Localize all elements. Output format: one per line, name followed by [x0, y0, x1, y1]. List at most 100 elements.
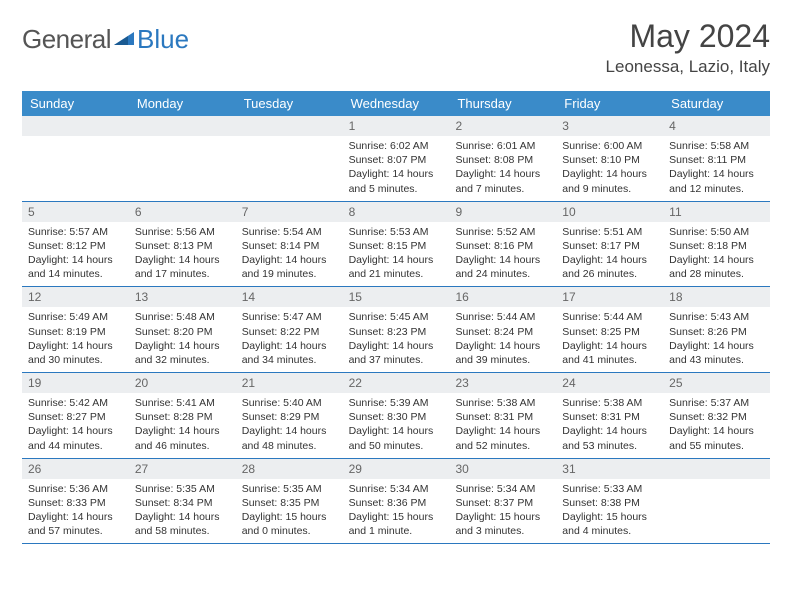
daylight-text: and 19 minutes.: [242, 267, 337, 281]
day-details: Sunrise: 5:54 AMSunset: 8:14 PMDaylight:…: [236, 222, 343, 287]
sunset-text: Sunset: 8:26 PM: [669, 325, 764, 339]
sunrise-text: Sunrise: 5:38 AM: [455, 396, 550, 410]
day-number: 3: [556, 116, 663, 136]
daylight-text: Daylight: 14 hours: [242, 339, 337, 353]
sunrise-text: Sunrise: 5:38 AM: [562, 396, 657, 410]
day-details: Sunrise: 5:38 AMSunset: 8:31 PMDaylight:…: [556, 393, 663, 458]
day-header: Sunday: [22, 91, 129, 116]
sunset-text: Sunset: 8:07 PM: [349, 153, 444, 167]
sunrise-text: Sunrise: 6:02 AM: [349, 139, 444, 153]
sunset-text: Sunset: 8:29 PM: [242, 410, 337, 424]
day-number: 2: [449, 116, 556, 136]
sunset-text: Sunset: 8:31 PM: [455, 410, 550, 424]
daylight-text: Daylight: 14 hours: [242, 253, 337, 267]
sunset-text: Sunset: 8:36 PM: [349, 496, 444, 510]
day-details: Sunrise: 5:35 AMSunset: 8:34 PMDaylight:…: [129, 479, 236, 544]
day-details: Sunrise: 5:45 AMSunset: 8:23 PMDaylight:…: [343, 307, 450, 372]
daylight-text: Daylight: 14 hours: [28, 339, 123, 353]
daylight-text: and 1 minute.: [349, 524, 444, 538]
daylight-text: and 50 minutes.: [349, 439, 444, 453]
day-details: Sunrise: 5:56 AMSunset: 8:13 PMDaylight:…: [129, 222, 236, 287]
daylight-text: and 43 minutes.: [669, 353, 764, 367]
day-number: 12: [22, 287, 129, 307]
sunrise-text: Sunrise: 5:34 AM: [349, 482, 444, 496]
daylight-text: Daylight: 14 hours: [562, 339, 657, 353]
calendar-body: 1Sunrise: 6:02 AMSunset: 8:07 PMDaylight…: [22, 116, 770, 544]
daylight-text: Daylight: 14 hours: [28, 510, 123, 524]
sunrise-text: Sunrise: 5:42 AM: [28, 396, 123, 410]
day-number: 10: [556, 202, 663, 222]
sunset-text: Sunset: 8:13 PM: [135, 239, 230, 253]
logo: General Blue: [22, 24, 189, 55]
month-title: May 2024: [606, 18, 770, 55]
daylight-text: Daylight: 14 hours: [349, 167, 444, 181]
daylight-text: and 7 minutes.: [455, 182, 550, 196]
daylight-text: and 30 minutes.: [28, 353, 123, 367]
logo-triangle-icon: [114, 28, 134, 51]
daylight-text: Daylight: 14 hours: [135, 510, 230, 524]
day-number: 26: [22, 459, 129, 479]
empty-day-bar: [236, 116, 343, 136]
sunset-text: Sunset: 8:33 PM: [28, 496, 123, 510]
calendar-cell: 13Sunrise: 5:48 AMSunset: 8:20 PMDayligh…: [129, 287, 236, 372]
calendar-cell: 26Sunrise: 5:36 AMSunset: 8:33 PMDayligh…: [22, 459, 129, 544]
calendar-row: 5Sunrise: 5:57 AMSunset: 8:12 PMDaylight…: [22, 202, 770, 288]
day-header: Tuesday: [236, 91, 343, 116]
sunset-text: Sunset: 8:25 PM: [562, 325, 657, 339]
day-number: 13: [129, 287, 236, 307]
sunrise-text: Sunrise: 5:53 AM: [349, 225, 444, 239]
daylight-text: Daylight: 14 hours: [349, 339, 444, 353]
calendar-cell: [22, 116, 129, 201]
daylight-text: and 44 minutes.: [28, 439, 123, 453]
sunrise-text: Sunrise: 5:35 AM: [135, 482, 230, 496]
daylight-text: and 12 minutes.: [669, 182, 764, 196]
day-number: 1: [343, 116, 450, 136]
sunrise-text: Sunrise: 5:48 AM: [135, 310, 230, 324]
calendar-cell: 3Sunrise: 6:00 AMSunset: 8:10 PMDaylight…: [556, 116, 663, 201]
calendar-row: 12Sunrise: 5:49 AMSunset: 8:19 PMDayligh…: [22, 287, 770, 373]
day-details: Sunrise: 6:00 AMSunset: 8:10 PMDaylight:…: [556, 136, 663, 201]
daylight-text: and 55 minutes.: [669, 439, 764, 453]
daylight-text: and 21 minutes.: [349, 267, 444, 281]
day-number: 21: [236, 373, 343, 393]
day-details: Sunrise: 5:42 AMSunset: 8:27 PMDaylight:…: [22, 393, 129, 458]
calendar-cell: 24Sunrise: 5:38 AMSunset: 8:31 PMDayligh…: [556, 373, 663, 458]
sunset-text: Sunset: 8:16 PM: [455, 239, 550, 253]
page-header: General Blue May 2024 Leonessa, Lazio, I…: [22, 18, 770, 77]
day-header: Saturday: [663, 91, 770, 116]
day-details: Sunrise: 5:38 AMSunset: 8:31 PMDaylight:…: [449, 393, 556, 458]
sunset-text: Sunset: 8:31 PM: [562, 410, 657, 424]
day-header: Friday: [556, 91, 663, 116]
sunset-text: Sunset: 8:08 PM: [455, 153, 550, 167]
day-details: Sunrise: 5:37 AMSunset: 8:32 PMDaylight:…: [663, 393, 770, 458]
calendar-row: 19Sunrise: 5:42 AMSunset: 8:27 PMDayligh…: [22, 373, 770, 459]
daylight-text: and 14 minutes.: [28, 267, 123, 281]
daylight-text: Daylight: 14 hours: [669, 424, 764, 438]
sunset-text: Sunset: 8:24 PM: [455, 325, 550, 339]
day-details: Sunrise: 5:36 AMSunset: 8:33 PMDaylight:…: [22, 479, 129, 544]
calendar-cell: 23Sunrise: 5:38 AMSunset: 8:31 PMDayligh…: [449, 373, 556, 458]
calendar-header-row: Sunday Monday Tuesday Wednesday Thursday…: [22, 91, 770, 116]
day-number: 29: [343, 459, 450, 479]
day-details: Sunrise: 5:57 AMSunset: 8:12 PMDaylight:…: [22, 222, 129, 287]
calendar-cell: 7Sunrise: 5:54 AMSunset: 8:14 PMDaylight…: [236, 202, 343, 287]
day-number: 5: [22, 202, 129, 222]
sunset-text: Sunset: 8:19 PM: [28, 325, 123, 339]
daylight-text: and 0 minutes.: [242, 524, 337, 538]
daylight-text: Daylight: 14 hours: [669, 339, 764, 353]
calendar: Sunday Monday Tuesday Wednesday Thursday…: [22, 91, 770, 544]
sunset-text: Sunset: 8:14 PM: [242, 239, 337, 253]
daylight-text: and 26 minutes.: [562, 267, 657, 281]
sunrise-text: Sunrise: 6:01 AM: [455, 139, 550, 153]
day-details: Sunrise: 5:41 AMSunset: 8:28 PMDaylight:…: [129, 393, 236, 458]
daylight-text: and 46 minutes.: [135, 439, 230, 453]
calendar-cell: 20Sunrise: 5:41 AMSunset: 8:28 PMDayligh…: [129, 373, 236, 458]
day-number: 11: [663, 202, 770, 222]
sunrise-text: Sunrise: 5:51 AM: [562, 225, 657, 239]
daylight-text: and 37 minutes.: [349, 353, 444, 367]
calendar-cell: [129, 116, 236, 201]
daylight-text: and 17 minutes.: [135, 267, 230, 281]
daylight-text: Daylight: 15 hours: [242, 510, 337, 524]
sunrise-text: Sunrise: 5:37 AM: [669, 396, 764, 410]
day-number: 22: [343, 373, 450, 393]
